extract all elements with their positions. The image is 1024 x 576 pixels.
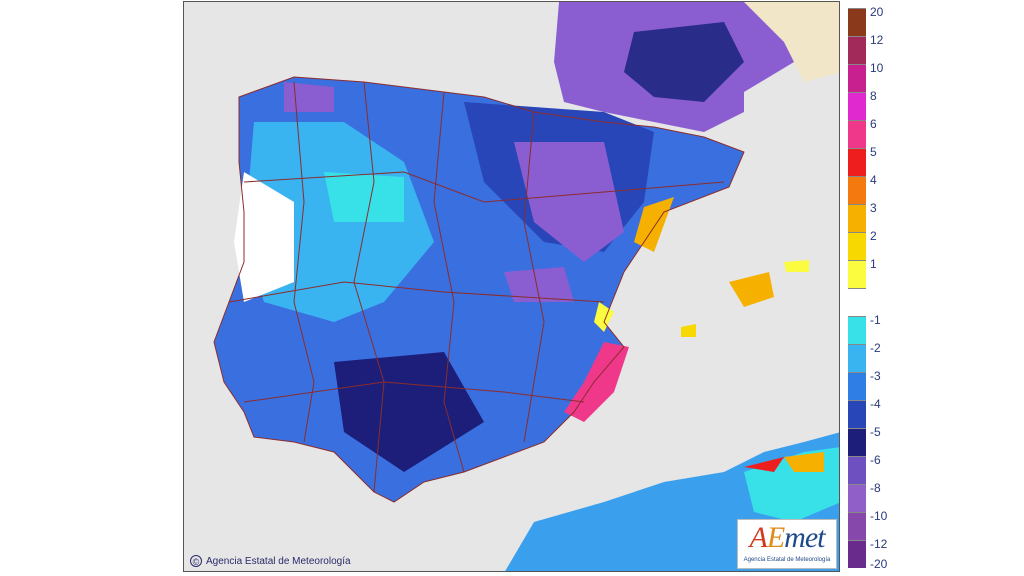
legend-label: -10 (870, 509, 888, 523)
temperature-anomaly-map: © Agencia Estatal de Meteorología AEmet … (183, 1, 840, 572)
central-cyan-area (324, 172, 404, 222)
legend-color-box (848, 428, 866, 456)
legend-label: 5 (870, 145, 877, 159)
legend-label: 2 (870, 229, 877, 243)
legend-color-box (848, 176, 866, 204)
legend-label: 3 (870, 201, 877, 215)
legend-label: 12 (870, 33, 884, 47)
legend-label: 10 (870, 61, 884, 75)
iberia-map-svg (184, 2, 839, 571)
legend-label: -2 (870, 341, 881, 355)
legend-label: 1 (870, 257, 877, 271)
west-white-area (234, 172, 294, 302)
copyright-text: Agencia Estatal de Meteorología (206, 555, 351, 567)
aemet-logo-subtitle: Agencia Estatal de Meteorología (743, 557, 831, 563)
legend-color-box (848, 540, 866, 568)
legend-color-box (848, 344, 866, 372)
east-coast-warm-area (634, 197, 674, 252)
legend-label: -3 (870, 369, 881, 383)
legend-label: 4 (870, 173, 877, 187)
legend-color-box (848, 36, 866, 64)
africa-warm-spot (744, 457, 784, 472)
legend-label: -4 (870, 397, 881, 411)
legend-label: 8 (870, 89, 877, 103)
legend-label: -8 (870, 481, 881, 495)
legend-color-box (848, 148, 866, 176)
mallorca (729, 272, 774, 307)
legend-label: 6 (870, 117, 877, 131)
legend-color-box (848, 204, 866, 232)
ibiza (681, 324, 696, 337)
color-legend: 20 12 10 8 6 5 4 3 2 1 -1 -2 -3 -4 -5 -6 -8 -10 -12 -20 (848, 5, 894, 571)
east-purple-area (504, 267, 574, 302)
legend-color-box (848, 8, 866, 36)
aemet-logo: AEmet Agencia Estatal de Meteorología (737, 519, 837, 569)
aemet-logo-mark: AEmet (749, 521, 826, 554)
legend-label: -12 (870, 537, 888, 551)
ebro-purple-area (514, 142, 624, 262)
legend-label: -20 (870, 557, 888, 571)
legend-color-box (848, 92, 866, 120)
province-borders (213, 76, 745, 503)
legend-color-box (848, 120, 866, 148)
legend-color-box (848, 512, 866, 540)
legend-color-box (848, 288, 866, 316)
france-land-edge (744, 2, 839, 82)
legend-color-box (848, 260, 866, 288)
legend-color-box (848, 64, 866, 92)
north-coast-purple (284, 82, 334, 112)
copyright-notice: © Agencia Estatal de Meteorología (190, 555, 351, 567)
menorca (784, 260, 809, 272)
legend-label: -6 (870, 453, 881, 467)
legend-color-box (848, 372, 866, 400)
legend-color-box (848, 456, 866, 484)
legend-label: 20 (870, 5, 884, 19)
legend-color-box (848, 484, 866, 512)
legend-bar (848, 8, 866, 568)
legend-color-box (848, 400, 866, 428)
legend-label: -1 (870, 313, 881, 327)
legend-color-box (848, 232, 866, 260)
copyright-icon: © (190, 555, 202, 567)
legend-color-box (848, 316, 866, 344)
legend-label: -5 (870, 425, 881, 439)
france-dark-area (624, 22, 744, 102)
africa-orange-area (784, 452, 824, 472)
